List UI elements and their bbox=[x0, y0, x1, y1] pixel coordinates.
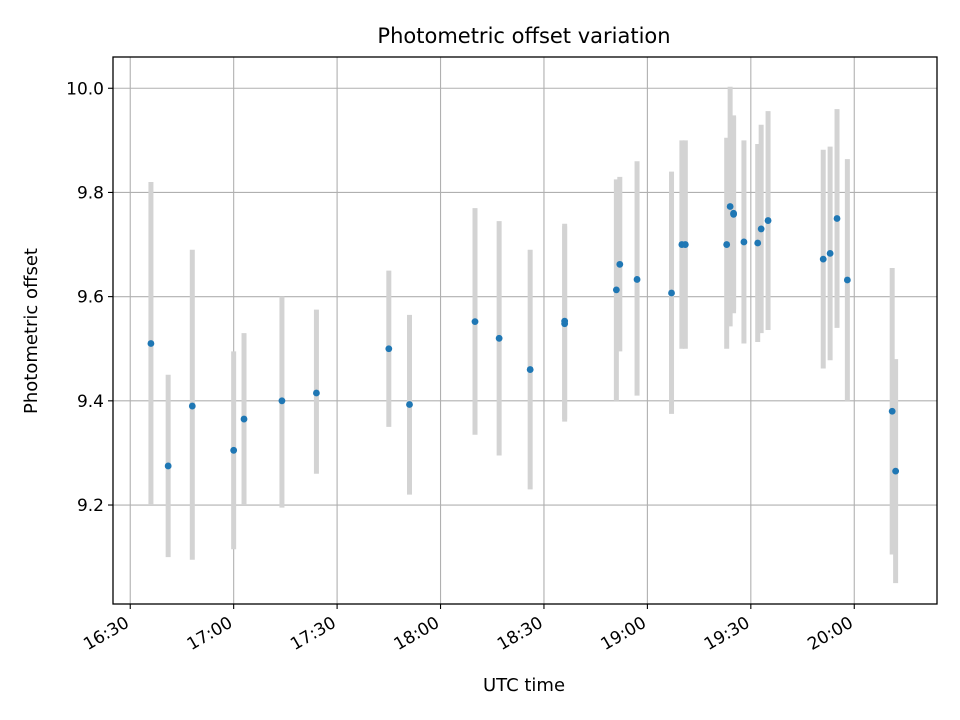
data-point bbox=[385, 345, 393, 353]
data-point bbox=[164, 462, 172, 470]
data-point bbox=[723, 241, 731, 248]
data-point bbox=[681, 241, 689, 248]
plot-frame bbox=[112, 56, 938, 605]
x-axis-title: UTC time bbox=[483, 675, 565, 696]
data-point bbox=[240, 415, 248, 423]
data-points bbox=[147, 203, 900, 475]
y-tick-label: 10.0 bbox=[66, 79, 104, 99]
data-point bbox=[406, 401, 413, 408]
data-point bbox=[757, 225, 765, 233]
data-point bbox=[612, 286, 620, 294]
y-tick-label: 9.2 bbox=[77, 496, 104, 516]
data-point bbox=[819, 255, 827, 263]
data-point bbox=[892, 467, 900, 475]
data-point bbox=[826, 249, 834, 257]
data-point bbox=[230, 446, 238, 454]
data-point bbox=[561, 317, 569, 325]
chart-title: Photometric offset variation bbox=[377, 24, 670, 48]
data-point bbox=[147, 340, 155, 347]
grid bbox=[113, 57, 937, 604]
data-point bbox=[754, 239, 762, 247]
y-tick-label: 9.4 bbox=[77, 392, 104, 412]
data-point bbox=[495, 334, 503, 342]
data-point bbox=[843, 276, 851, 284]
data-point bbox=[616, 260, 624, 268]
data-point bbox=[730, 210, 737, 218]
y-axis-title: Photometric offset bbox=[21, 248, 42, 414]
data-point bbox=[888, 407, 896, 415]
data-point bbox=[471, 318, 479, 326]
y-tick-label: 9.8 bbox=[77, 183, 104, 203]
data-point bbox=[740, 238, 748, 246]
data-point bbox=[764, 217, 772, 224]
data-point bbox=[278, 397, 286, 405]
data-point bbox=[188, 402, 196, 410]
y-axis: 9.2 9.4 9.6 9.8 10.0 bbox=[66, 79, 113, 516]
data-point bbox=[633, 276, 641, 283]
y-tick-label: 9.6 bbox=[77, 288, 104, 308]
data-point bbox=[313, 389, 320, 397]
data-point bbox=[668, 289, 675, 297]
data-point bbox=[526, 366, 534, 373]
data-point bbox=[726, 203, 734, 210]
data-point bbox=[833, 215, 841, 222]
